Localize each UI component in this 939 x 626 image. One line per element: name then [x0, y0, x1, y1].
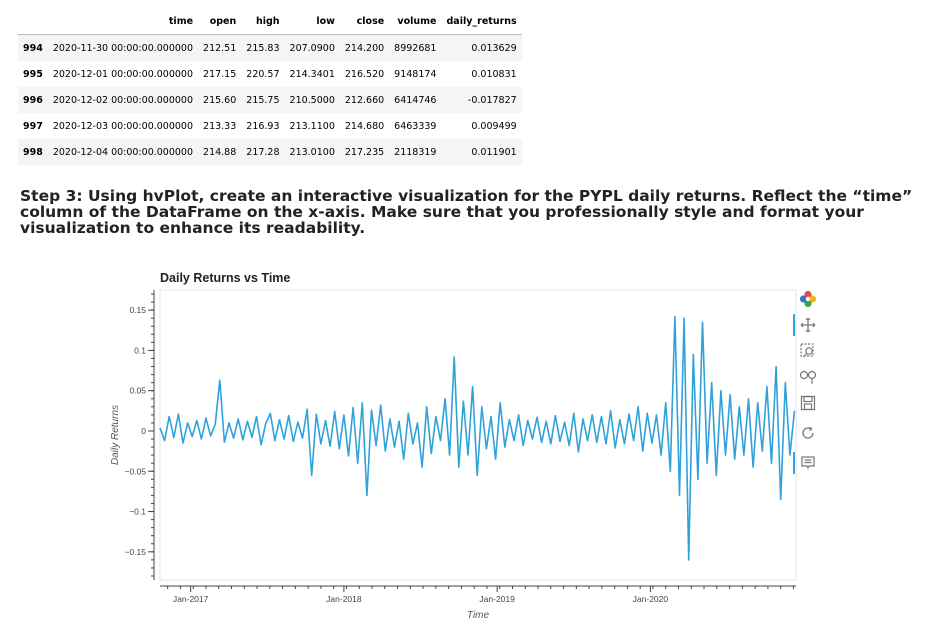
step-3-instructions: Step 3: Using hvPlot, create an interact…: [20, 187, 913, 237]
row-index: 994: [23, 42, 43, 54]
column-header: close: [339, 8, 390, 35]
cell-daily-returns: 0.013629: [471, 42, 517, 54]
table-row: 997 2020-12-03 00:00:00.000000 213.33 21…: [18, 113, 522, 139]
cell-open: 214.88: [203, 146, 237, 158]
cell-volume: 6414746: [394, 94, 437, 106]
column-header: high: [241, 8, 285, 35]
x-axis: Jan-2017 Jan-2018 Jan-2019 Jan-2020: [160, 585, 796, 604]
cell-daily-returns: -0.017827: [467, 94, 517, 106]
y-tick-label: 0.05: [129, 386, 146, 396]
cell-time: 2020-12-01 00:00:00.000000: [52, 68, 194, 80]
cell-low: 210.5000: [289, 94, 335, 106]
cell-high: 220.57: [246, 68, 280, 80]
x-axis-label: Time: [467, 610, 490, 621]
dataframe-table: time open high low close volume daily_re…: [18, 8, 522, 165]
cell-high: 217.28: [246, 146, 280, 158]
bokeh-logo-icon[interactable]: [795, 288, 821, 310]
pan-tool-icon[interactable]: [793, 314, 821, 336]
cell-close: 217.235: [344, 146, 385, 158]
y-tick-label: −0.1: [129, 507, 146, 517]
cell-daily-returns: 0.011901: [471, 146, 517, 158]
cell-low: 213.0100: [289, 146, 335, 158]
cell-low: 207.0900: [289, 42, 335, 54]
cell-time: 2020-12-04 00:00:00.000000: [52, 146, 194, 158]
column-header: low: [284, 8, 340, 35]
daily-returns-line: [159, 315, 796, 561]
column-header: time: [47, 8, 199, 35]
cell-volume: 6463339: [394, 120, 437, 132]
cell-time: 2020-11-30 00:00:00.000000: [52, 42, 194, 54]
hover-tool-icon[interactable]: [793, 452, 821, 474]
plot-area[interactable]: [159, 289, 797, 581]
row-index: 996: [23, 94, 43, 106]
cell-volume: 9148174: [394, 68, 437, 80]
cell-high: 216.93: [246, 120, 280, 132]
cell-high: 215.83: [246, 42, 280, 54]
reset-tool-icon[interactable]: [795, 422, 821, 444]
cell-open: 213.33: [203, 120, 237, 132]
x-tick-label: Jan-2020: [633, 594, 669, 604]
cell-close: 214.680: [344, 120, 385, 132]
cell-open: 212.51: [203, 42, 237, 54]
cell-volume: 8992681: [394, 42, 437, 54]
y-tick-label: −0.15: [124, 547, 146, 557]
y-tick-label: 0: [141, 426, 146, 436]
cell-high: 215.75: [246, 94, 280, 106]
cell-time: 2020-12-03 00:00:00.000000: [52, 120, 194, 132]
daily-returns-chart[interactable]: Daily Returns vs Time 0.15 0.1 0.05 0 −0.05 −…: [100, 266, 800, 626]
column-header: open: [198, 8, 242, 35]
table-header-row: time open high low close volume daily_re…: [18, 8, 522, 35]
cell-open: 215.60: [203, 94, 237, 106]
y-tick-label: 0.1: [134, 345, 146, 355]
table-row: 994 2020-11-30 00:00:00.000000 212.51 21…: [18, 34, 522, 61]
cell-low: 213.1100: [289, 120, 335, 132]
cell-close: 214.200: [344, 42, 385, 54]
column-header: daily_returns: [441, 8, 522, 35]
y-axis: 0.15 0.1 0.05 0 −0.05 −0.1 −0.15: [124, 290, 155, 580]
y-axis-label: Daily Returns: [110, 405, 121, 465]
y-tick-label: −0.05: [124, 466, 146, 476]
y-tick-label: 0.15: [129, 305, 146, 315]
chart-title: Daily Returns vs Time: [160, 271, 290, 285]
row-index: 998: [23, 146, 43, 158]
table-row: 996 2020-12-02 00:00:00.000000 215.60 21…: [18, 87, 522, 113]
cell-volume: 2118319: [394, 146, 437, 158]
cell-close: 216.520: [344, 68, 385, 80]
wheel-zoom-tool-icon[interactable]: [795, 366, 821, 388]
table-row: 998 2020-12-04 00:00:00.000000 214.88 21…: [18, 139, 522, 165]
box-zoom-tool-icon[interactable]: [795, 340, 821, 362]
cell-daily-returns: 0.009499: [471, 120, 517, 132]
cell-close: 212.660: [344, 94, 385, 106]
cell-open: 217.15: [203, 68, 237, 80]
index-header: [18, 8, 48, 35]
x-tick-label: Jan-2019: [479, 594, 515, 604]
save-tool-icon[interactable]: [795, 392, 821, 414]
x-tick-label: Jan-2017: [173, 594, 209, 604]
row-index: 995: [23, 68, 43, 80]
cell-low: 214.3401: [289, 68, 335, 80]
table-row: 995 2020-12-01 00:00:00.000000 217.15 22…: [18, 61, 522, 87]
column-header: volume: [389, 8, 442, 35]
cell-time: 2020-12-02 00:00:00.000000: [52, 94, 194, 106]
row-index: 997: [23, 120, 43, 132]
x-tick-label: Jan-2018: [326, 594, 362, 604]
cell-daily-returns: 0.010831: [471, 68, 517, 80]
